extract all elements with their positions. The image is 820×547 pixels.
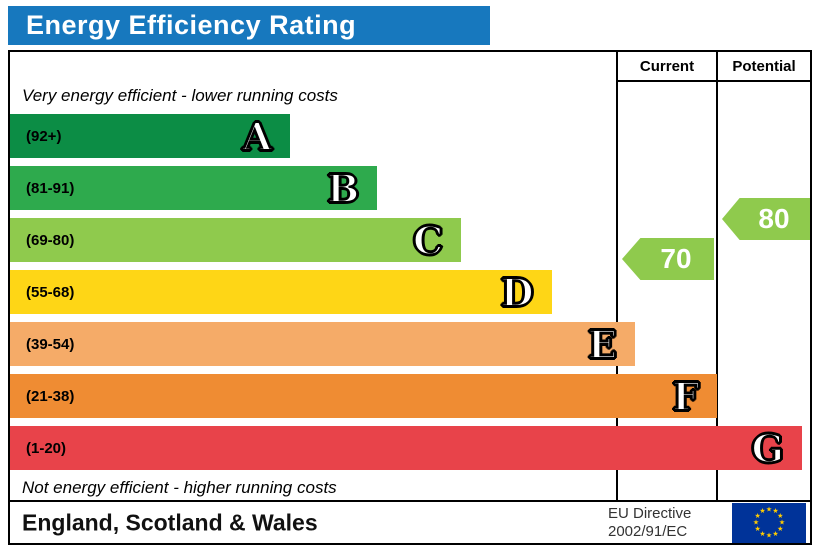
footer: England, Scotland & Wales EU Directive 2… — [8, 502, 812, 545]
svg-text:★: ★ — [766, 532, 772, 540]
svg-text:★: ★ — [759, 507, 765, 515]
column-divider-potential — [716, 52, 718, 500]
chart-box: Current Potential Very energy efficient … — [8, 50, 812, 502]
band-letter: B — [326, 165, 360, 212]
potential-rating-value: 80 — [758, 203, 790, 234]
top-note: Very energy efficient - lower running co… — [22, 86, 338, 105]
svg-text:★: ★ — [753, 519, 759, 527]
band-range: (21-38) — [26, 387, 75, 405]
column-header-potential: Potential — [718, 52, 810, 82]
band-letter: A — [241, 113, 273, 160]
band-row-f: (21-38) F — [10, 373, 718, 420]
potential-rating-arrow: 80 — [722, 198, 810, 240]
eu-directive-line2: 2002/91/EC — [608, 523, 688, 540]
eu-flag: ★ ★ ★ ★ ★ ★ ★ ★ ★ ★ ★ ★ — [732, 503, 806, 547]
band-range: (81-91) — [26, 179, 75, 197]
region-label: England, Scotland & Wales — [22, 509, 318, 535]
band-range: (92+) — [26, 127, 62, 145]
band-row-a: (92+) A — [10, 113, 290, 160]
eu-flag-stars: ★ ★ ★ ★ ★ ★ ★ ★ ★ ★ ★ ★ — [753, 506, 785, 540]
svg-text:★: ★ — [766, 506, 772, 514]
svg-text:★: ★ — [777, 512, 783, 520]
eu-directive-line1: EU Directive — [608, 505, 692, 522]
band-range: (1-20) — [26, 439, 67, 457]
bottom-note: Not energy efficient - higher running co… — [22, 478, 337, 497]
svg-text:★: ★ — [777, 525, 783, 533]
band-letter: E — [587, 321, 618, 368]
band-letter: C — [412, 217, 444, 264]
column-divider-current — [616, 52, 618, 500]
svg-text:★: ★ — [779, 519, 785, 527]
band-range: (39-54) — [26, 335, 75, 353]
current-rating-arrow: 70 — [622, 238, 714, 280]
band-row-g: (1-20) G — [10, 425, 802, 472]
band-row-b: (81-91) B — [10, 165, 378, 212]
band-row-e: (39-54) E — [10, 321, 635, 368]
svg-text:★: ★ — [755, 525, 761, 533]
band-row-d: (55-68) D — [10, 269, 552, 316]
page-title: Energy Efficiency Rating — [26, 10, 357, 40]
svg-text:★: ★ — [772, 507, 778, 515]
column-header-current: Current — [618, 52, 716, 82]
band-range: (55-68) — [26, 283, 75, 301]
band-letter: F — [671, 373, 700, 420]
eu-directive-label: EU Directive 2002/91/EC — [608, 505, 691, 541]
band-letter: D — [500, 269, 535, 316]
band-row-c: (69-80) C — [10, 217, 462, 264]
svg-text:★: ★ — [759, 530, 765, 538]
title-bar: Energy Efficiency Rating — [8, 6, 490, 45]
svg-text:★: ★ — [755, 512, 761, 520]
band-letter: G — [751, 425, 785, 472]
svg-text:★: ★ — [772, 530, 778, 538]
eu-flag-background — [732, 503, 806, 543]
current-rating-value: 70 — [660, 243, 692, 274]
band-range: (69-80) — [26, 231, 75, 249]
